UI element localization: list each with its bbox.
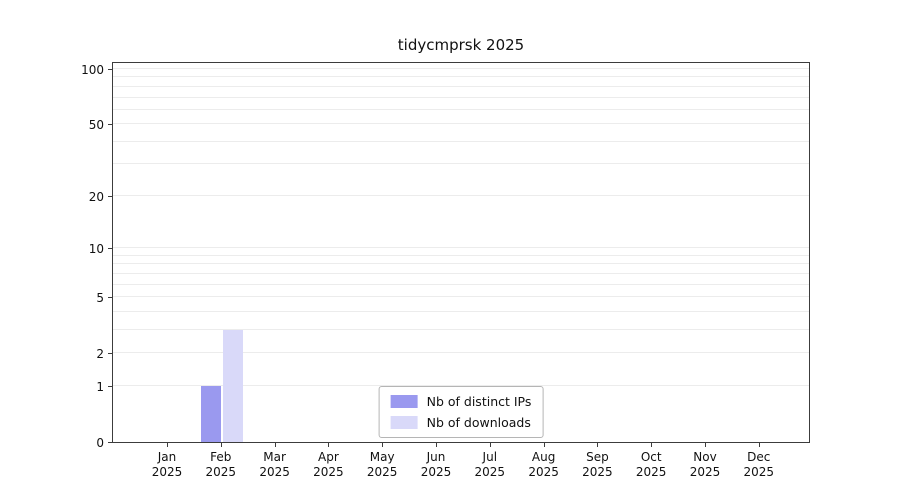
x-tick-label: Jun 2025 (420, 450, 452, 479)
y-tick-label: 0 (96, 436, 104, 450)
x-tick-mark (382, 443, 384, 447)
x-tick-mark (705, 443, 706, 447)
gridline-minor (113, 96, 809, 98)
legend-item-distinct-ips: Nb of distinct IPs (390, 394, 532, 409)
y-tick-mark (108, 297, 112, 299)
gridline-minor (113, 263, 809, 265)
y-tick-label: 2 (96, 347, 104, 362)
y-tick-mark (108, 353, 112, 355)
y-tick-label: 1 (96, 379, 104, 394)
gridline-minor (113, 68, 809, 69)
legend-item-downloads: Nb of downloads (390, 415, 532, 430)
x-tick-mark (328, 443, 330, 447)
y-tick-mark (108, 385, 112, 387)
gridline-minor (113, 140, 809, 142)
legend-swatch-downloads (390, 416, 418, 429)
x-tick-mark (758, 443, 760, 447)
x-tick-label: Sep 2025 (582, 450, 613, 479)
y-tick-label: 20 (88, 189, 104, 204)
x-tick-label: Oct 2025 (635, 450, 667, 479)
chart-title: tidycmprsk 2025 (397, 36, 525, 54)
x-tick-mark (436, 443, 437, 447)
x-tick-mark (489, 443, 491, 447)
x-tick-label: Feb 2025 (205, 450, 237, 479)
legend-label-downloads: Nb of downloads (426, 415, 531, 430)
bar-distinct-ips (200, 385, 221, 442)
x-tick-mark (167, 443, 168, 447)
x-tick-mark (220, 443, 222, 447)
x-tick-mark (543, 443, 545, 447)
gridline-minor (113, 108, 809, 110)
gridline-minor (113, 328, 809, 330)
gridline-minor (113, 247, 809, 249)
gridline-minor (113, 163, 809, 165)
x-tick-label: Aug 2025 (528, 450, 559, 479)
y-tick-mark (108, 195, 112, 197)
x-tick-label: Mar 2025 (259, 450, 290, 479)
gridline-minor (113, 272, 809, 274)
x-tick-label: Nov 2025 (689, 450, 721, 479)
y-tick-mark (108, 442, 112, 443)
gridline-minor (113, 352, 809, 354)
gridline-minor (113, 283, 809, 285)
y-tick-mark (108, 124, 112, 126)
gridline-minor (113, 194, 809, 196)
x-tick-mark (651, 443, 653, 447)
y-tick-mark (108, 69, 112, 70)
bar-downloads (222, 329, 243, 442)
gridline-minor (113, 296, 809, 298)
y-tick-label: 10 (88, 242, 104, 257)
y-tick-mark (108, 248, 112, 250)
gridline-minor (113, 76, 809, 78)
x-tick-mark (597, 443, 599, 447)
plot-area: Nb of distinct IPs Nb of downloads (112, 62, 810, 443)
y-tick-label: 50 (88, 118, 104, 133)
x-tick-label: Jul 2025 (474, 450, 506, 479)
y-tick-label: 5 (96, 291, 104, 306)
legend-swatch-distinct-ips (390, 395, 418, 408)
x-tick-label: Apr 2025 (313, 450, 344, 479)
x-tick-label: Dec 2025 (743, 450, 775, 479)
y-tick-label: 100 (81, 63, 104, 77)
gridline-minor (113, 310, 809, 312)
gridline-minor (113, 384, 809, 386)
x-tick-label: Jan 2025 (151, 450, 183, 479)
gridline-minor (113, 123, 809, 125)
x-tick-mark (274, 443, 276, 447)
legend: Nb of distinct IPs Nb of downloads (378, 386, 544, 438)
gridline-minor (113, 254, 809, 256)
gridline-minor (113, 85, 809, 87)
legend-label-distinct-ips: Nb of distinct IPs (426, 394, 532, 409)
x-tick-label: May 2025 (366, 450, 398, 479)
